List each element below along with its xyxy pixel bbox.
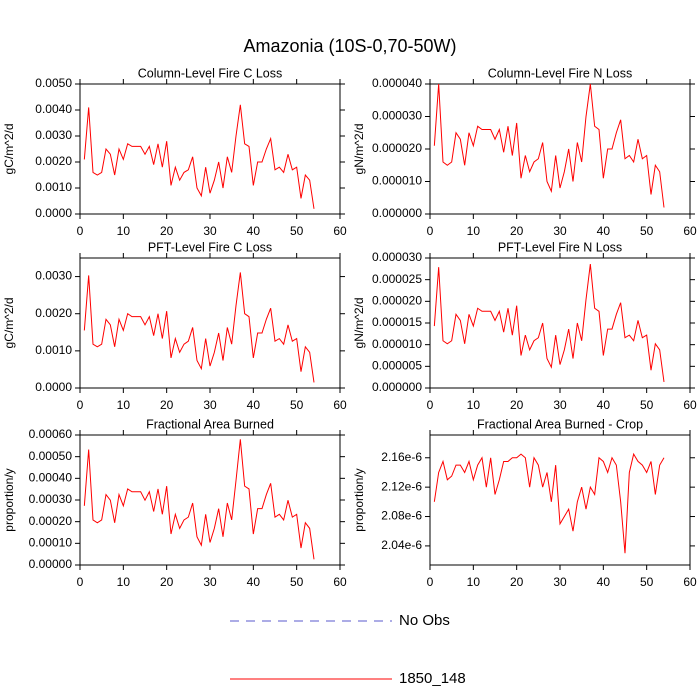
x-tick-label: 40 (597, 224, 611, 238)
y-tick-label: 2.16e-6 (381, 450, 422, 464)
y-tick-label: 2.04e-6 (381, 538, 422, 552)
y-tick-label: 0.000015 (372, 315, 422, 329)
x-tick-label: 0 (427, 224, 434, 238)
x-tick-label: 0 (427, 575, 434, 589)
x-tick-label: 30 (553, 398, 567, 412)
y-tick-label: 0.00020 (29, 514, 73, 528)
y-tick-label: 0.000040 (372, 76, 422, 90)
x-tick-label: 10 (467, 224, 481, 238)
y-tick-label: 0.000000 (372, 206, 422, 220)
panel-title: PFT-Level Fire C Loss (148, 240, 272, 254)
x-tick-label: 20 (510, 575, 524, 589)
y-tick-label: 0.0010 (35, 180, 72, 194)
x-tick-label: 60 (683, 398, 697, 412)
data-line (83, 439, 315, 560)
x-tick-label: 50 (640, 575, 654, 589)
data-line (433, 452, 665, 554)
x-tick-label: 10 (467, 575, 481, 589)
x-tick-label: 30 (203, 398, 217, 412)
x-tick-label: 40 (597, 398, 611, 412)
x-tick-label: 50 (290, 575, 304, 589)
legend-label: No Obs (399, 612, 450, 629)
y-axis-label: gC/m^2/d (2, 124, 16, 175)
x-tick-label: 50 (640, 224, 654, 238)
x-tick-label: 0 (77, 224, 84, 238)
x-tick-label: 10 (467, 398, 481, 412)
y-tick-label: 0.000025 (372, 272, 422, 286)
x-tick-label: 20 (510, 398, 524, 412)
x-tick-label: 20 (160, 575, 174, 589)
plot-frame (429, 434, 691, 566)
y-tick-label: 0.000010 (372, 174, 422, 188)
y-tick-label: 0.0050 (35, 76, 72, 90)
y-tick-label: 2.12e-6 (381, 479, 422, 493)
data-line (83, 272, 315, 383)
x-tick-label: 0 (77, 398, 84, 412)
y-tick-label: 0.00040 (29, 471, 73, 485)
y-tick-label: 0.0010 (35, 343, 72, 357)
y-tick-label: 0.00060 (29, 427, 73, 441)
y-tick-label: 0.00050 (29, 449, 73, 463)
x-tick-label: 40 (247, 224, 261, 238)
x-tick-label: 40 (247, 398, 261, 412)
x-tick-label: 20 (160, 224, 174, 238)
panel-title: Column-Level Fire C Loss (138, 66, 283, 80)
y-tick-label: 0.00010 (29, 536, 73, 550)
x-tick-label: 40 (597, 575, 611, 589)
y-tick-label: 0.000030 (372, 250, 422, 264)
y-tick-label: 0.000020 (372, 141, 422, 155)
x-tick-label: 30 (553, 575, 567, 589)
x-tick-label: 20 (510, 224, 524, 238)
y-axis-label: gN/m^2/d (352, 124, 366, 175)
panel-title: PFT-Level Fire N Loss (498, 240, 622, 254)
y-tick-label: 0.000010 (372, 337, 422, 351)
x-tick-label: 0 (427, 398, 434, 412)
y-tick-label: 0.0000 (35, 380, 72, 394)
y-tick-label: 0.0020 (35, 154, 72, 168)
y-tick-label: 0.0030 (35, 269, 72, 283)
x-tick-label: 30 (553, 224, 567, 238)
x-tick-label: 10 (117, 224, 131, 238)
x-tick-label: 60 (333, 575, 347, 589)
figure-title: Amazonia (10S-0,70-50W) (243, 36, 456, 56)
data-line (433, 83, 665, 208)
y-tick-label: 0.0030 (35, 128, 72, 142)
x-tick-label: 60 (683, 575, 697, 589)
y-axis-label: proportion/y (2, 468, 16, 531)
y-axis-label: gN/m^2/d (352, 298, 366, 349)
y-tick-label: 2.08e-6 (381, 509, 422, 523)
y-tick-label: 0.000000 (372, 380, 422, 394)
y-axis-label: proportion/y (352, 468, 366, 531)
legend-label: 1850_148 (399, 670, 466, 687)
y-tick-label: 0.000020 (372, 294, 422, 308)
panel-title: Fractional Area Burned (146, 417, 274, 431)
x-tick-label: 40 (247, 575, 261, 589)
y-tick-label: 0.00000 (29, 557, 73, 571)
x-tick-label: 60 (333, 398, 347, 412)
data-line (433, 264, 665, 382)
x-tick-label: 20 (160, 398, 174, 412)
y-tick-label: 0.0020 (35, 306, 72, 320)
panel-title: Column-Level Fire N Loss (488, 66, 633, 80)
x-tick-label: 50 (290, 398, 304, 412)
x-tick-label: 10 (117, 398, 131, 412)
y-axis-label: gC/m^2/d (2, 298, 16, 349)
y-tick-label: 0.0040 (35, 102, 72, 116)
x-tick-label: 50 (290, 224, 304, 238)
y-tick-label: 0.00030 (29, 492, 73, 506)
x-tick-label: 0 (77, 575, 84, 589)
x-tick-label: 10 (117, 575, 131, 589)
x-tick-label: 50 (640, 398, 654, 412)
y-tick-label: 0.0000 (35, 206, 72, 220)
panel-title: Fractional Area Burned - Crop (477, 417, 643, 431)
y-tick-label: 0.000030 (372, 109, 422, 123)
x-tick-label: 30 (203, 224, 217, 238)
data-line (83, 104, 315, 209)
y-tick-label: 0.000005 (372, 359, 422, 373)
x-tick-label: 60 (683, 224, 697, 238)
x-tick-label: 60 (333, 224, 347, 238)
x-tick-label: 30 (203, 575, 217, 589)
